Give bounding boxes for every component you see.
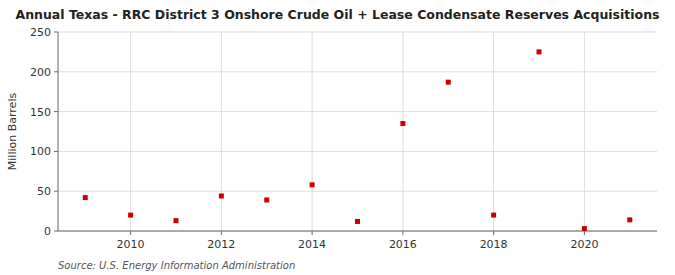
axes: 0 50 100 150 200 250 2010 2012 2014 2016 2018 2020: [30, 26, 657, 251]
grid-line-x: [584, 32, 585, 231]
tick-label-y: 250: [30, 26, 51, 39]
point: [537, 49, 542, 54]
grid: [58, 32, 657, 231]
tick-y: [54, 231, 58, 232]
tick-label-x: 2012: [207, 238, 235, 251]
grid-line-x: [312, 32, 313, 231]
point: [355, 219, 360, 224]
chart: 0 50 100 150 200 250 2010 2012 2014 2016 2018 2020 M…: [0, 0, 675, 275]
tick-x: [493, 231, 494, 235]
tick-y: [54, 151, 58, 152]
grid-line-y: [58, 151, 657, 152]
point: [400, 121, 405, 126]
tick-label-y: 200: [30, 66, 51, 79]
grid-line-x: [493, 32, 494, 231]
point: [128, 213, 133, 218]
tick-label-y: 100: [30, 145, 51, 158]
chart-container: 0 50 100 150 200 250 2010 2012 2014 2016 2018 2020 M…: [0, 0, 675, 275]
tick-y: [54, 111, 58, 112]
points: [83, 49, 633, 231]
grid-line-x: [402, 32, 403, 231]
point: [627, 217, 632, 222]
point: [491, 213, 496, 218]
point: [219, 193, 224, 198]
tick-x: [402, 231, 403, 235]
tick-x: [312, 231, 313, 235]
tick-label-y: 50: [37, 185, 51, 198]
tick-y: [54, 191, 58, 192]
tick-label-x: 2010: [117, 238, 145, 251]
y-axis-label: Million Barrels: [6, 93, 19, 171]
grid-line-x: [221, 32, 222, 231]
x-axis-line: [58, 231, 657, 232]
grid-line-y: [58, 111, 657, 112]
tick-label-y: 0: [44, 225, 51, 238]
tick-x: [584, 231, 585, 235]
tick-x: [130, 231, 131, 235]
point: [446, 80, 451, 85]
source-annotation: Source: U.S. Energy Information Administ…: [58, 260, 295, 271]
point: [83, 195, 88, 200]
grid-line-y: [58, 191, 657, 192]
point: [310, 182, 315, 187]
grid-line-y: [58, 231, 657, 232]
tick-y: [54, 32, 58, 33]
tick-label-x: 2020: [570, 238, 598, 251]
tick-x: [221, 231, 222, 235]
point: [173, 218, 178, 223]
grid-line-x: [130, 32, 131, 231]
grid-line-y: [58, 32, 657, 33]
tick-label-x: 2016: [389, 238, 417, 251]
point: [264, 197, 269, 202]
grid-line-y: [58, 71, 657, 72]
tick-label-y: 150: [30, 106, 51, 119]
title: Annual Texas - RRC District 3 Onshore Cr…: [15, 7, 659, 22]
y-axis-line: [58, 32, 59, 231]
point: [582, 226, 587, 231]
tick-label-x: 2014: [298, 238, 326, 251]
tick-y: [54, 71, 58, 72]
tick-label-x: 2018: [480, 238, 508, 251]
